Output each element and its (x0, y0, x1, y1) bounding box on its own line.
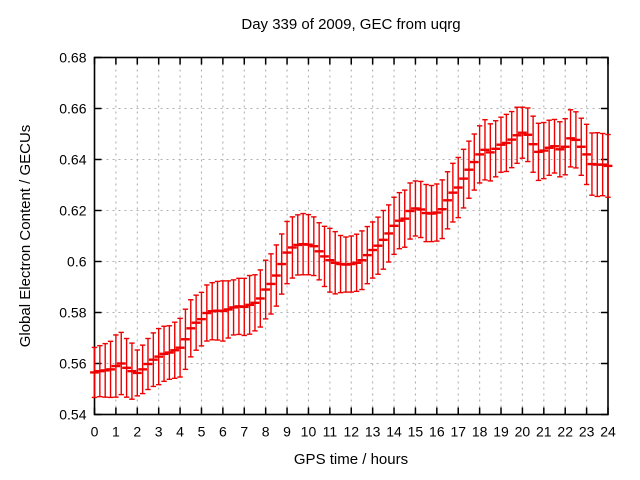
y-tick-label: 0.58 (59, 305, 86, 321)
y-tick-label: 0.56 (59, 356, 86, 372)
x-tick-label: 23 (579, 424, 595, 440)
axes-and-ticks: 0 1 2 3 4 5 6 7 8 9 10 11 12 13 14 15 16 17 18 19 20 21 22 23 24… (59, 50, 616, 440)
x-tick-label: 20 (515, 424, 531, 440)
x-tick-label: 14 (386, 424, 402, 440)
x-tick-label: 6 (219, 424, 227, 440)
x-axis-label: GPS time / hours (294, 451, 408, 468)
x-tick-label: 0 (91, 424, 99, 440)
x-tick-label: 4 (176, 424, 184, 440)
y-tick-label: 0.64 (59, 152, 86, 168)
series-GEC (90, 106, 613, 400)
x-tick-label: 3 (155, 424, 163, 440)
x-tick-label: 17 (450, 424, 466, 440)
y-tick-label: 0.6 (67, 254, 87, 270)
y-tick-label: 0.68 (59, 50, 86, 66)
x-tick-label: 2 (133, 424, 141, 440)
x-tick-label: 9 (283, 424, 291, 440)
x-tick-label: 11 (323, 424, 338, 440)
error-bar-series (90, 106, 613, 400)
x-tick-label: 24 (600, 424, 616, 440)
x-tick-label: 18 (472, 424, 488, 440)
x-tick-label: 12 (343, 424, 359, 440)
x-tick-label: 8 (262, 424, 270, 440)
x-tick-label: 16 (429, 424, 445, 440)
x-tick-label: 1 (112, 424, 120, 440)
plot-border (93, 56, 609, 416)
y-tick-label: 0.62 (59, 203, 86, 219)
x-tick-label: 7 (240, 424, 248, 440)
x-tick-label: 10 (301, 424, 317, 440)
x-tick-label: 19 (493, 424, 509, 440)
x-tick-label: 15 (408, 424, 424, 440)
y-tick-label: 0.54 (59, 407, 86, 423)
y-tick-label: 0.66 (59, 101, 86, 117)
x-tick-label: 22 (557, 424, 573, 440)
y-axis-label: Global Electron Content / GECUs (17, 125, 34, 348)
x-tick-label: 13 (365, 424, 381, 440)
chart-title: Day 339 of 2009, GEC from uqrg (241, 16, 460, 33)
x-tick-label: 5 (198, 424, 206, 440)
x-tick-label: 21 (536, 424, 552, 440)
